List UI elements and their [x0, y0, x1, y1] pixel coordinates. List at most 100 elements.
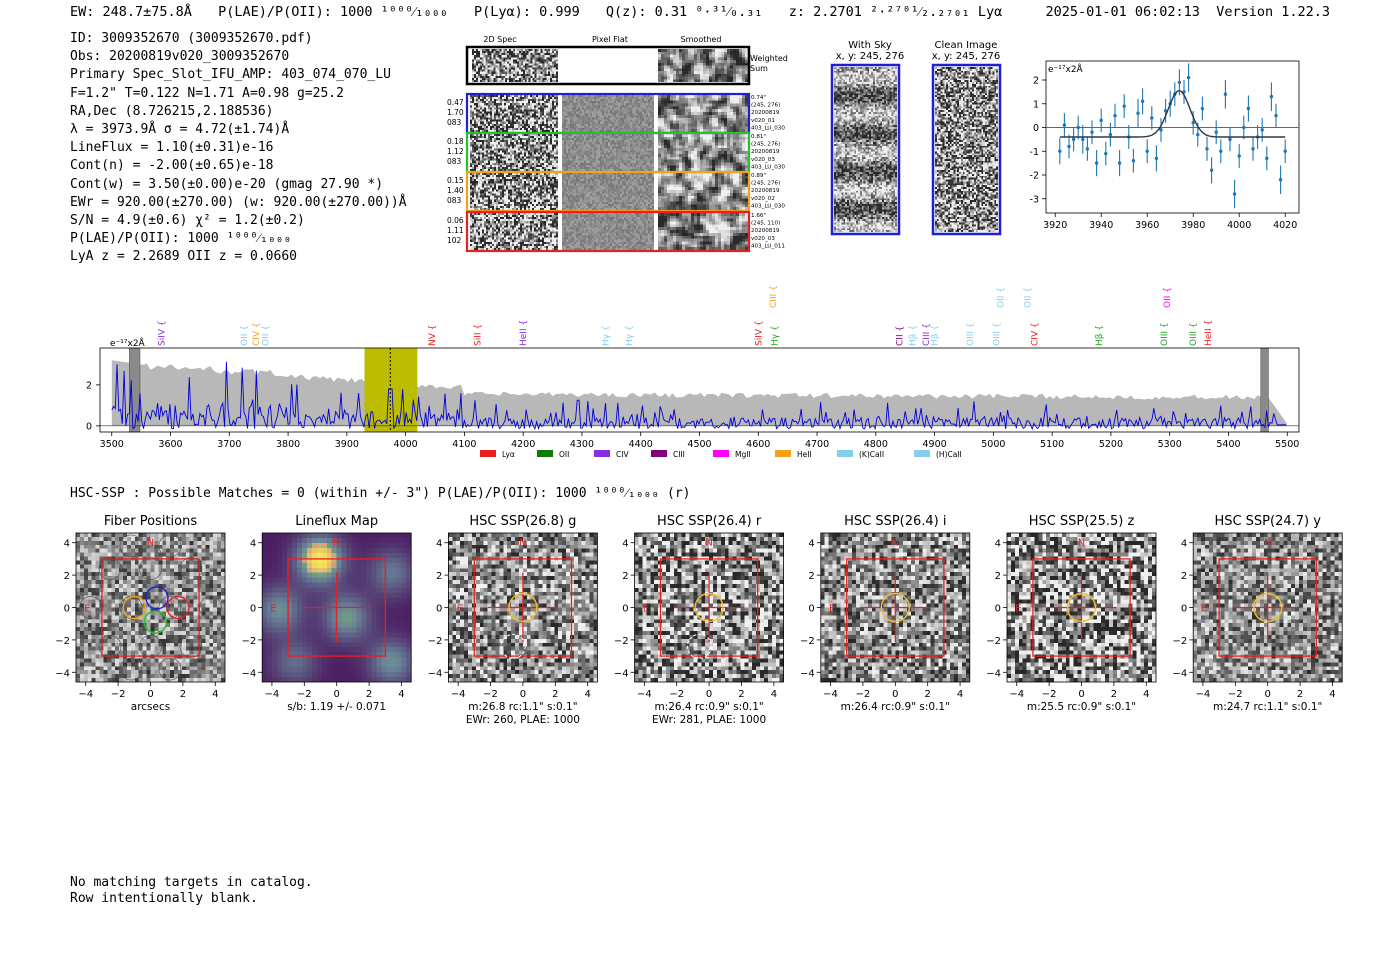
- x-tick-label: −4: [823, 689, 838, 700]
- panel-caption: m:26.4 rc:0.9" s:0.1": [654, 701, 763, 713]
- x-tick-label: 5400: [1216, 439, 1240, 450]
- weighted-smoothed: [658, 49, 748, 82]
- panel-title: HSC SSP(25.5) z: [1029, 514, 1135, 529]
- fiber-row-meta: (245, 276): [751, 103, 780, 109]
- fiber-smoothed: [658, 213, 748, 250]
- data-point: [1113, 114, 1116, 117]
- data-point: [1118, 161, 1121, 164]
- x-tick-label: −2: [856, 689, 871, 700]
- x-tick-label: −2: [111, 689, 126, 700]
- legend-swatch: [914, 450, 930, 457]
- compass-east: E: [84, 604, 90, 615]
- x-tick-label: 3980: [1181, 220, 1205, 231]
- emission-line-label: OIII {: [966, 322, 976, 346]
- compass-north: N: [892, 538, 899, 549]
- data-point: [1141, 100, 1144, 103]
- fiber-2d-spec: [470, 134, 558, 171]
- x-tick-label: 0: [147, 689, 153, 700]
- x-tick-label: 4000: [394, 439, 418, 450]
- legend-label: HeII: [797, 450, 812, 459]
- data-point: [1233, 192, 1236, 195]
- compass-east: E: [270, 604, 276, 615]
- data-point: [1155, 157, 1158, 160]
- fiber-2d-spec: [470, 95, 558, 132]
- y-tick-label: −2: [241, 636, 256, 647]
- x-tick-label: 2: [738, 689, 744, 700]
- fiber-row-stat: 0.47: [447, 98, 464, 107]
- fiber-row-meta: 0.89": [751, 173, 766, 179]
- info-line: Primary Spec_Slot_IFU_AMP: 403_074_070_L…: [70, 66, 407, 84]
- clean-image-title: Clean Image: [935, 40, 998, 51]
- y-tick-label: 0: [1181, 604, 1187, 615]
- x-tick-label: 4: [212, 689, 218, 700]
- info-line: Obs: 20200819v020_3009352670: [70, 48, 407, 66]
- data-point: [1086, 147, 1089, 150]
- fiber-row-meta: 403_LU_030: [751, 125, 785, 131]
- data-point: [1192, 121, 1195, 124]
- y-tick-label: 0: [436, 604, 442, 615]
- x-tick-label: −4: [265, 689, 280, 700]
- fiber-cutouts: 2D Spec Pixel Flat Smoothed Weighted Sum…: [440, 30, 800, 260]
- fiber-row-stat: 083: [447, 196, 462, 205]
- fiber-row-meta: 1.66": [751, 213, 766, 219]
- info-line: λ = 3973.9Å σ = 4.72(±1.74)Å: [70, 121, 407, 139]
- fiber-row-stat: 102: [447, 236, 462, 245]
- y-tick-label: 1: [1033, 99, 1039, 110]
- info-line: P(LAE)/P(OII): 1000 ¹⁰⁰⁰⁄₁₀₀₀: [70, 230, 407, 248]
- panel-title: HSC SSP(26.4) r: [657, 514, 762, 529]
- ew-value: EW: 248.7±75.8Å: [70, 4, 192, 20]
- x-tick-label: 4600: [746, 439, 770, 450]
- footer-line: No matching targets in catalog.: [70, 875, 313, 891]
- data-point: [1196, 133, 1199, 136]
- col-label-pixel-flat: Pixel Flat: [592, 35, 628, 44]
- panel-title: HSC SSP(26.4) i: [844, 514, 946, 529]
- y-tick-label: 0: [250, 604, 256, 615]
- emission-line-label: CIV {: [252, 322, 262, 346]
- with-sky-coords: x, y: 245, 276: [836, 51, 905, 62]
- x-tick-label: 4: [771, 689, 777, 700]
- fiber-row-stat: 0.06: [447, 216, 464, 225]
- data-point: [1205, 147, 1208, 150]
- y-tick-label: 2: [995, 571, 1001, 582]
- panel-caption: m:26.4 rc:0.9" s:0.1": [841, 701, 950, 713]
- emission-line-label: OII {: [262, 325, 272, 346]
- data-point: [1251, 147, 1254, 150]
- x-tick-label: 3500: [100, 439, 124, 450]
- fiber-pixel-flat: [562, 134, 654, 171]
- fiber-row-stat: 1.12: [447, 147, 464, 156]
- compass-east: E: [1015, 604, 1021, 615]
- data-point: [1228, 138, 1231, 141]
- data-point: [1187, 76, 1190, 79]
- x-tick-label: −2: [1042, 689, 1057, 700]
- y-tick-label: 0: [64, 604, 70, 615]
- emission-line-label: Hγ {: [625, 325, 635, 346]
- data-point: [1072, 138, 1075, 141]
- y-tick-label: −4: [614, 668, 629, 679]
- version: Version 1.22.3: [1216, 4, 1330, 20]
- y-tick-label: 4: [1181, 539, 1187, 550]
- redshift-value: z: 2.2701 ²·²⁷⁰¹⁄₂.₂₇₀₁ Lyα: [789, 4, 1003, 20]
- y-tick-label: −4: [986, 668, 1001, 679]
- compass-east: E: [1201, 604, 1207, 615]
- x-tick-label: 2: [1111, 689, 1117, 700]
- fiber-row-meta: 0.74": [751, 95, 766, 101]
- y-tick-label: −2: [428, 636, 443, 647]
- x-tick-label: 3900: [335, 439, 359, 450]
- y-tick-label: 4: [250, 539, 256, 550]
- footer-line: Row intentionally blank.: [70, 891, 313, 907]
- info-line: F=1.2" T=0.122 N=1.71 A=0.98 g=25.2: [70, 85, 407, 103]
- x-tick-label: 3920: [1043, 220, 1067, 231]
- x-tick-label: −2: [1228, 689, 1243, 700]
- fiber-row-meta: 20200819: [751, 149, 780, 155]
- data-point: [1067, 145, 1070, 148]
- fiber-pixel-flat: [562, 95, 654, 132]
- legend-label: CIII: [673, 450, 685, 459]
- compass-north: N: [333, 538, 340, 549]
- fiber-row-meta: 403_LU_011: [751, 243, 785, 249]
- emission-line-label: Hγ {: [771, 325, 781, 346]
- fiber-row-meta: v020_01: [751, 118, 775, 124]
- x-tick-label: 4: [1329, 689, 1335, 700]
- timestamp-version: 2025-01-01 06:02:13 Version 1.22.3: [1046, 4, 1331, 20]
- x-tick-label: −4: [637, 689, 652, 700]
- legend-swatch: [713, 450, 729, 457]
